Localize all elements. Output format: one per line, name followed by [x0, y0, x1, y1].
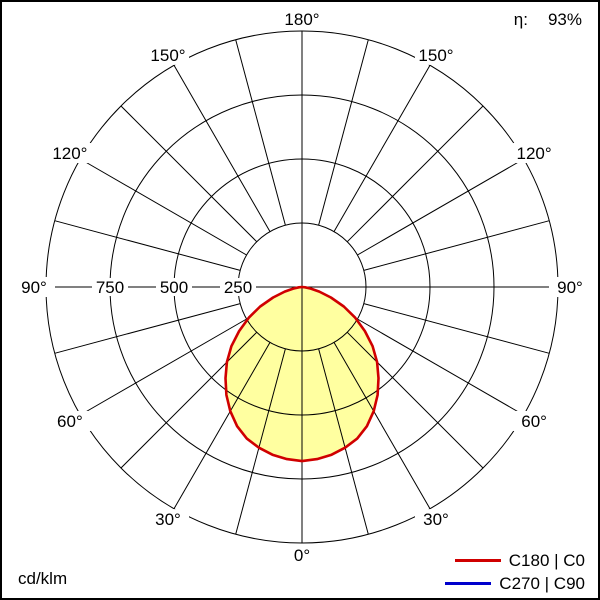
- grid-radial-line: [235, 348, 286, 535]
- beam-outline-c180-c0: [224, 285, 380, 463]
- ring-label: 250: [224, 278, 252, 297]
- grid-radial-line: [54, 303, 241, 354]
- angle-label-mask: [415, 509, 457, 530]
- ring-label-mask: [220, 278, 256, 296]
- angle-label: 90°: [21, 278, 47, 297]
- angle-label: 60°: [57, 412, 83, 431]
- grid-radial-line: [173, 342, 271, 509]
- angle-label: 30°: [155, 510, 181, 529]
- grid-radial-line: [357, 318, 524, 416]
- grid-radial-line: [318, 39, 369, 226]
- legend: C180 | C0 C270 | C90: [445, 552, 585, 592]
- angle-label-mask: [48, 411, 91, 431]
- angle-label: 180°: [284, 10, 319, 29]
- grid-radial-line: [333, 65, 431, 232]
- angle-label-mask: [415, 44, 457, 65]
- grid-radial-line: [363, 303, 550, 354]
- angle-label: 150°: [418, 46, 453, 65]
- legend-label-c0-c180: C180 | C0: [508, 551, 585, 570]
- grid-radial-line: [346, 331, 484, 469]
- angle-label: 120°: [52, 144, 87, 163]
- legend-item-c90-c270: C270 | C90: [445, 575, 585, 592]
- angle-label: 30°: [423, 510, 449, 529]
- angle-label-mask: [549, 277, 591, 297]
- grid-radial-line: [120, 105, 258, 243]
- legend-line-blue-icon: [445, 582, 492, 585]
- grid-radial-line: [235, 39, 286, 226]
- angle-label-mask: [147, 509, 189, 530]
- grid-radial-line: [318, 348, 369, 535]
- angle-label-mask: [13, 277, 55, 297]
- angle-label-mask: [281, 545, 323, 565]
- grid-radial-line: [54, 220, 241, 271]
- angle-label-mask: [513, 411, 556, 431]
- legend-line-red-icon: [454, 559, 501, 562]
- efficiency-value: 93%: [547, 10, 582, 29]
- angle-label-mask: [147, 44, 189, 65]
- grid-radial-line: [120, 331, 258, 469]
- grid-radial-line: [357, 158, 524, 256]
- angle-label-mask: [48, 143, 91, 163]
- ring-label-mask: [92, 278, 128, 296]
- angle-label: 90°: [557, 278, 583, 297]
- grid-radial-line: [346, 105, 484, 243]
- angle-label: 120°: [517, 144, 552, 163]
- angle-label: 150°: [150, 46, 185, 65]
- angle-label-mask: [513, 143, 556, 163]
- legend-item-c0-c180: C180 | C0: [445, 552, 585, 569]
- chart-labels: 180° 150° 150° 120° 120° 90° 90° 60° 60° 30° 30° 0°…: [13, 9, 591, 565]
- unit-label: cd/klm: [18, 569, 68, 588]
- efficiency-readout: η: 93%: [514, 11, 582, 28]
- ring-label-mask: [156, 278, 192, 296]
- grid-radial-line: [333, 342, 431, 509]
- grid-radial-line: [80, 318, 247, 416]
- legend-label-c90-c270: C270 | C90: [499, 574, 585, 593]
- angle-label: 60°: [521, 412, 547, 431]
- grid-radial-line: [80, 158, 247, 256]
- grid-radial-line: [363, 220, 550, 271]
- efficiency-label: η:: [513, 10, 528, 29]
- angle-label-mask: [281, 9, 323, 29]
- ring-label: 750: [96, 278, 124, 297]
- angle-label: 0°: [294, 546, 310, 565]
- grid-radial-line: [173, 65, 271, 232]
- polar-grid: [45, 30, 559, 544]
- ring-label: 500: [160, 278, 188, 297]
